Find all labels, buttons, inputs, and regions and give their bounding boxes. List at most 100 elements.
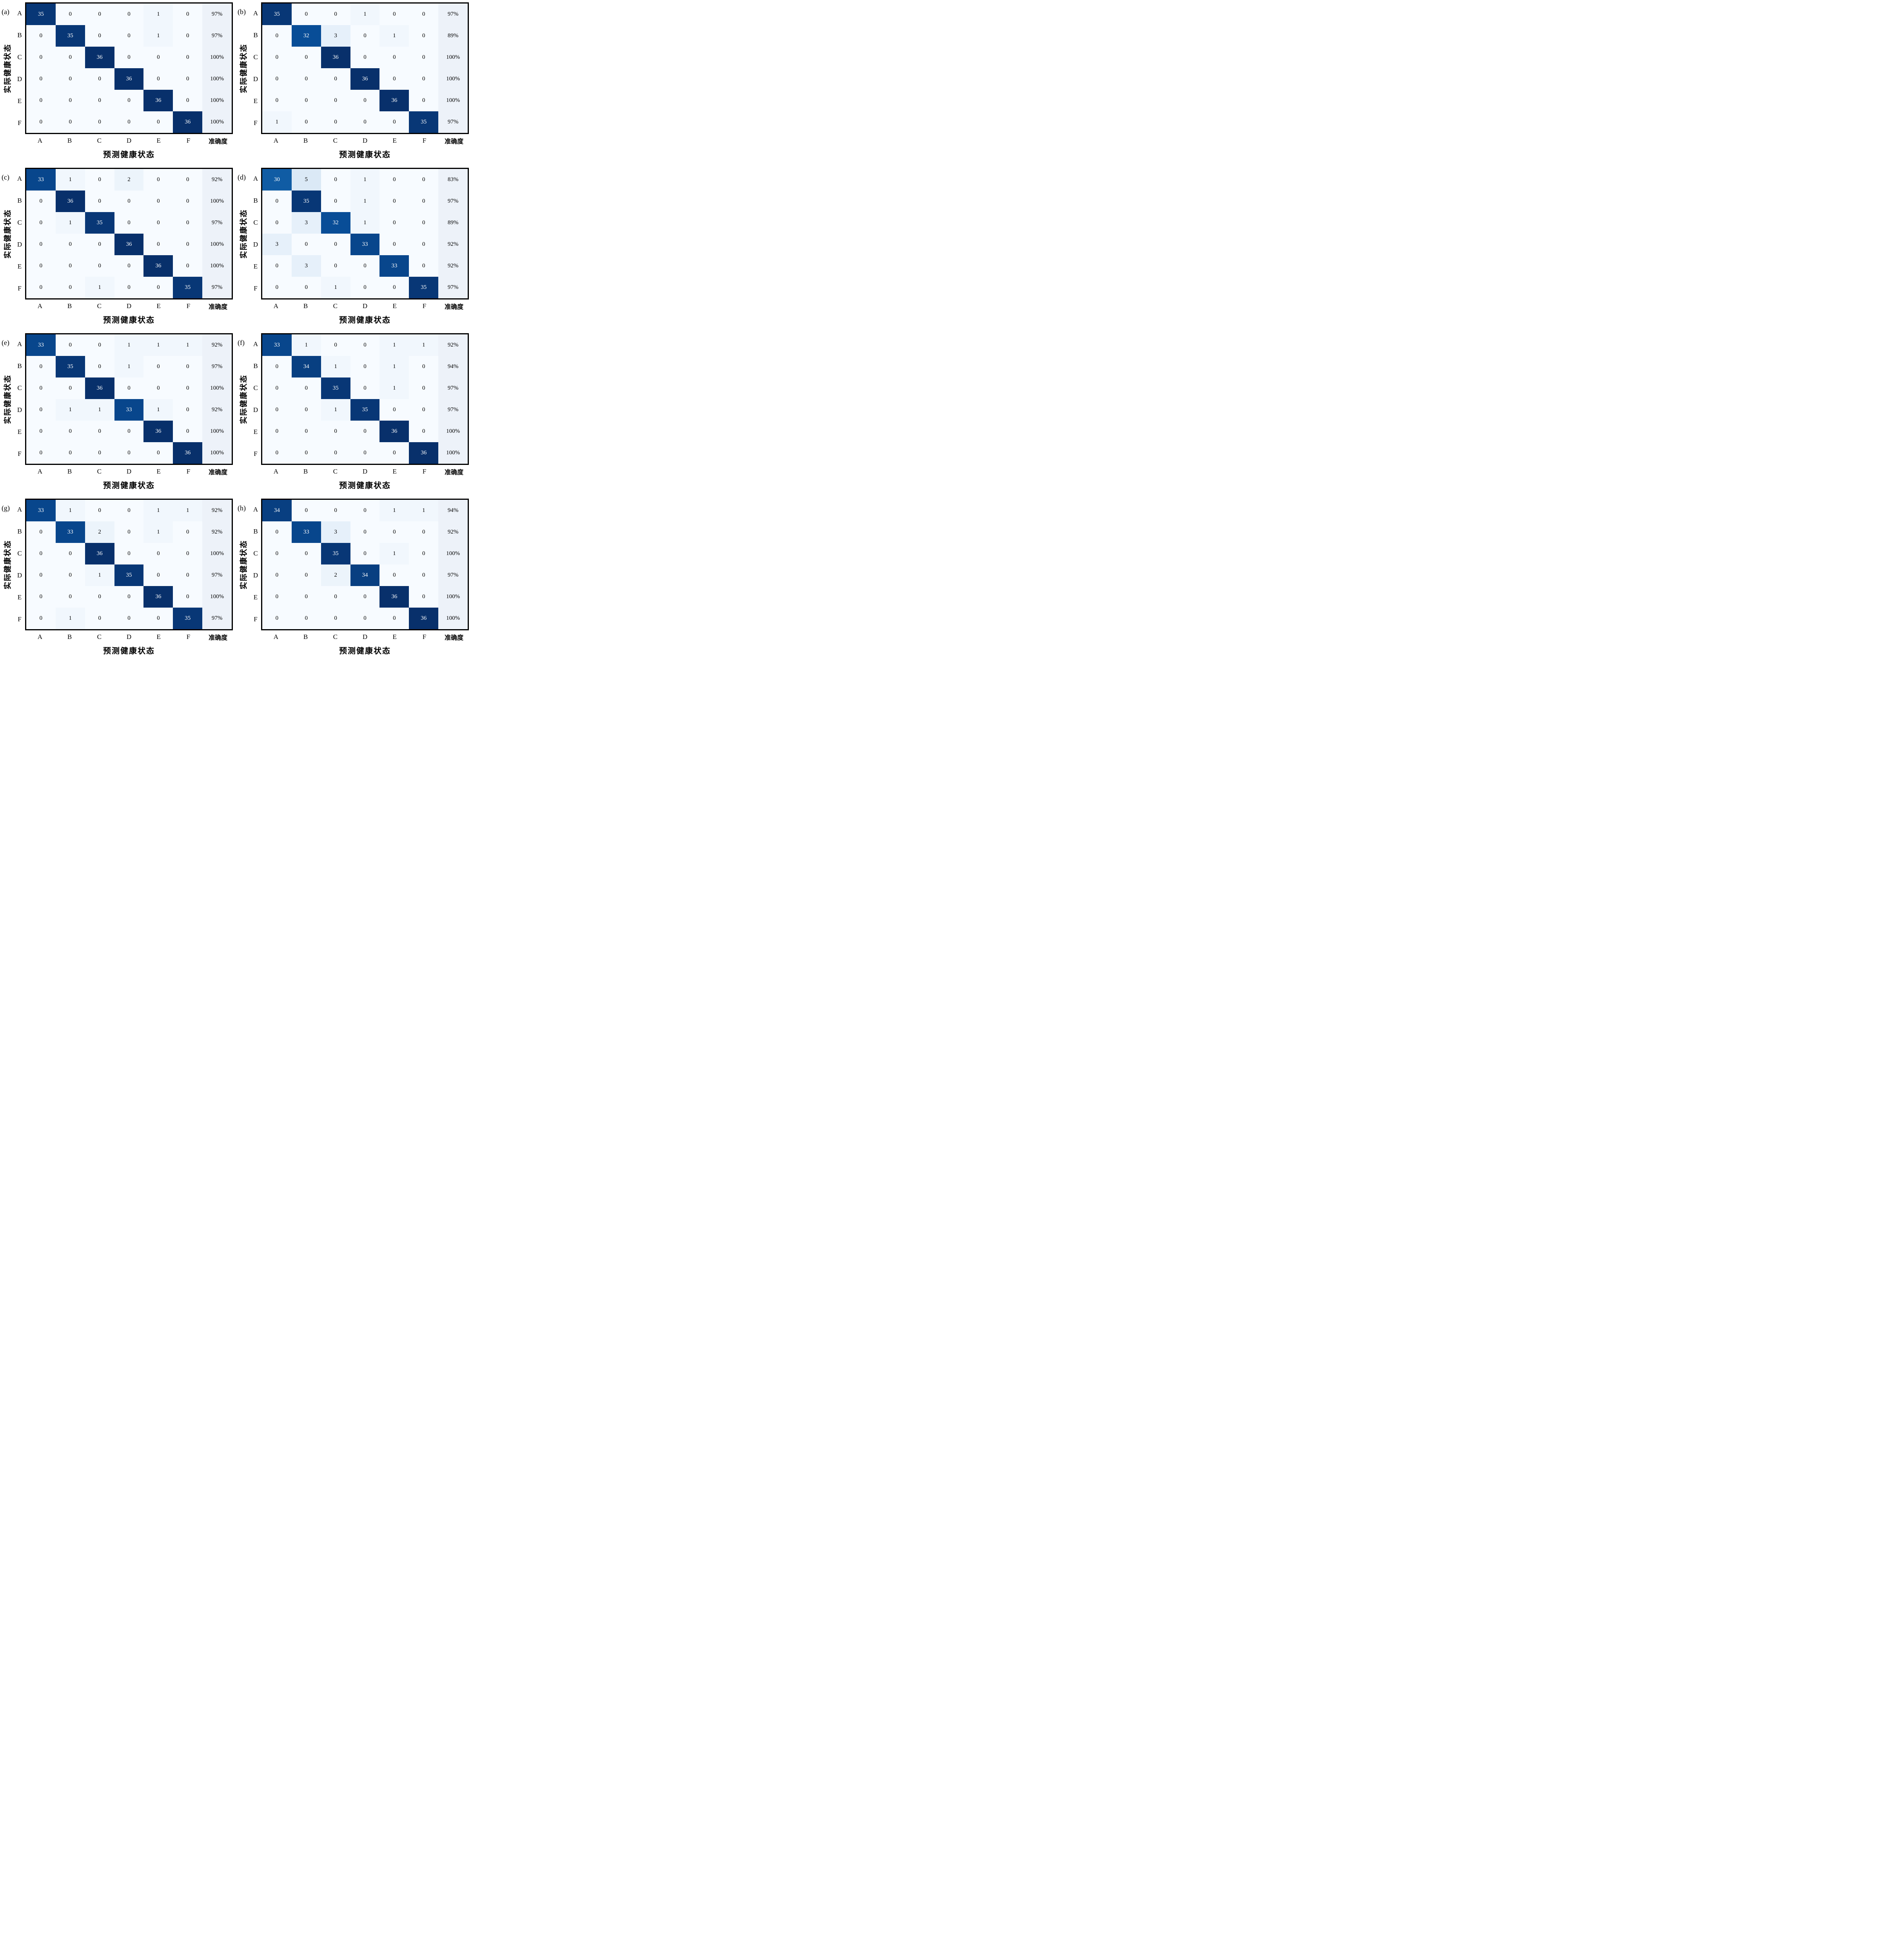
- col-tick-label: D: [126, 137, 132, 144]
- col-tick-label: A: [273, 468, 278, 475]
- matrix-cell: 35: [26, 4, 56, 25]
- accuracy-cell: 92%: [438, 234, 468, 255]
- matrix-cell: 0: [409, 68, 439, 90]
- matrix-cell: 0: [379, 399, 409, 421]
- matrix-cell: 0: [173, 47, 203, 68]
- matrix-cell: 0: [379, 68, 409, 90]
- row-tick-label: A: [17, 340, 22, 348]
- matrix-cell: 1: [55, 608, 85, 629]
- row-tick-label: C: [253, 219, 258, 226]
- accuracy-cell: 89%: [438, 25, 468, 47]
- matrix-grid: 30 5 0 1 0 0 83% 0 35 0 1 0 0 97% 0 3 32 1 0 0 89% 3 0 0 33 0 0 92%…: [261, 168, 469, 299]
- matrix-cell: 0: [173, 356, 203, 377]
- accuracy-column-header: 准确度: [445, 138, 464, 145]
- row-tick-labels: A B C D E F: [14, 168, 25, 299]
- matrix-cell: 36: [379, 421, 409, 442]
- matrix-cell: 36: [143, 255, 173, 277]
- accuracy-cell: 100%: [438, 421, 468, 442]
- matrix-cell: 0: [291, 234, 321, 255]
- col-tick-label: F: [186, 633, 191, 641]
- col-tick-label: B: [303, 633, 308, 641]
- matrix-cell: 36: [114, 234, 144, 255]
- matrix-cell: 1: [379, 500, 409, 521]
- matrix-grid: 35 0 0 1 0 0 97% 0 32 3 0 1 0 89% 0 0 36 0 0 0 100% 0 0 0 36 0 0 10…: [261, 2, 469, 134]
- col-tick-label: D: [126, 302, 132, 310]
- matrix-cell: 0: [379, 442, 409, 464]
- matrix-cell: 0: [26, 111, 56, 133]
- matrix-cell: 0: [85, 608, 114, 629]
- matrix-cell: 0: [321, 191, 350, 212]
- y-axis-title: 实际健康状态: [4, 209, 12, 259]
- matrix-cell: 1: [350, 191, 380, 212]
- matrix-cell: 0: [291, 90, 321, 111]
- col-tick-label: F: [186, 302, 191, 310]
- x-axis-title: 预测健康状态: [339, 481, 391, 490]
- matrix-cell: 0: [350, 25, 380, 47]
- matrix-cell: 1: [379, 25, 409, 47]
- panel-label: (d): [238, 173, 246, 181]
- matrix-cell: 0: [409, 586, 439, 608]
- accuracy-column-header: 准确度: [445, 635, 464, 641]
- matrix-cell: 0: [26, 399, 56, 421]
- matrix-cell: 0: [114, 4, 144, 25]
- matrix-cell: 0: [409, 399, 439, 421]
- matrix-cell: 35: [173, 277, 203, 298]
- matrix-cell: 0: [173, 191, 203, 212]
- col-tick-label: E: [392, 137, 397, 144]
- col-tick-label: D: [126, 633, 132, 641]
- matrix-cell: 0: [173, 212, 203, 234]
- matrix-cell: 0: [262, 377, 292, 399]
- col-tick-label: C: [97, 468, 102, 475]
- matrix-cell: 36: [55, 191, 85, 212]
- matrix-cell: 0: [85, 25, 114, 47]
- col-tick-label: C: [333, 633, 338, 641]
- col-tick-label: F: [186, 468, 191, 475]
- matrix-cell: 2: [321, 564, 350, 586]
- matrix-cell: 0: [85, 500, 114, 521]
- matrix-cell: 36: [321, 47, 350, 68]
- matrix-cell: 0: [173, 421, 203, 442]
- matrix-cell: 0: [321, 68, 350, 90]
- accuracy-cell: 97%: [202, 4, 232, 25]
- row-tick-label: C: [17, 53, 22, 61]
- row-tick-label: F: [254, 615, 258, 623]
- matrix-cell: 0: [26, 356, 56, 377]
- col-tick-label: B: [303, 468, 308, 475]
- accuracy-column-header: 准确度: [209, 138, 228, 145]
- y-axis-title-wrap: 实际健康状态: [236, 499, 250, 630]
- col-tick-labels: A B C D E F 准确度: [261, 630, 469, 644]
- matrix-cell: 36: [409, 608, 439, 629]
- matrix-cell: 33: [26, 334, 56, 356]
- matrix-cell: 0: [143, 191, 173, 212]
- matrix-cell: 0: [291, 47, 321, 68]
- col-tick-label: D: [362, 468, 368, 475]
- matrix-cell: 0: [350, 334, 380, 356]
- matrix-cell: 0: [85, 169, 114, 191]
- matrix-cell: 0: [26, 255, 56, 277]
- y-axis-title-wrap: 实际健康状态: [0, 2, 14, 134]
- matrix-cell: 0: [26, 191, 56, 212]
- matrix-cell: 36: [143, 90, 173, 111]
- panel-label: (h): [238, 504, 246, 512]
- row-tick-label: D: [253, 241, 258, 248]
- col-tick-label: E: [156, 302, 161, 310]
- col-tick-label: C: [333, 137, 338, 144]
- accuracy-cell: 97%: [438, 277, 468, 298]
- matrix-cell: 0: [173, 255, 203, 277]
- matrix-cell: 0: [262, 68, 292, 90]
- matrix-cell: 0: [173, 25, 203, 47]
- col-tick-labels: A B C D E F 准确度: [25, 299, 233, 313]
- y-axis-title-wrap: 实际健康状态: [236, 168, 250, 299]
- matrix-cell: 36: [173, 111, 203, 133]
- matrix-cell: 0: [143, 564, 173, 586]
- matrix-cell: 0: [143, 442, 173, 464]
- row-tick-label: F: [254, 450, 258, 457]
- matrix-cell: 0: [409, 191, 439, 212]
- matrix-cell: 1: [379, 543, 409, 564]
- col-tick-label: D: [126, 468, 132, 475]
- matrix-cell: 36: [85, 47, 114, 68]
- matrix-cell: 0: [321, 421, 350, 442]
- col-tick-label: F: [422, 302, 427, 310]
